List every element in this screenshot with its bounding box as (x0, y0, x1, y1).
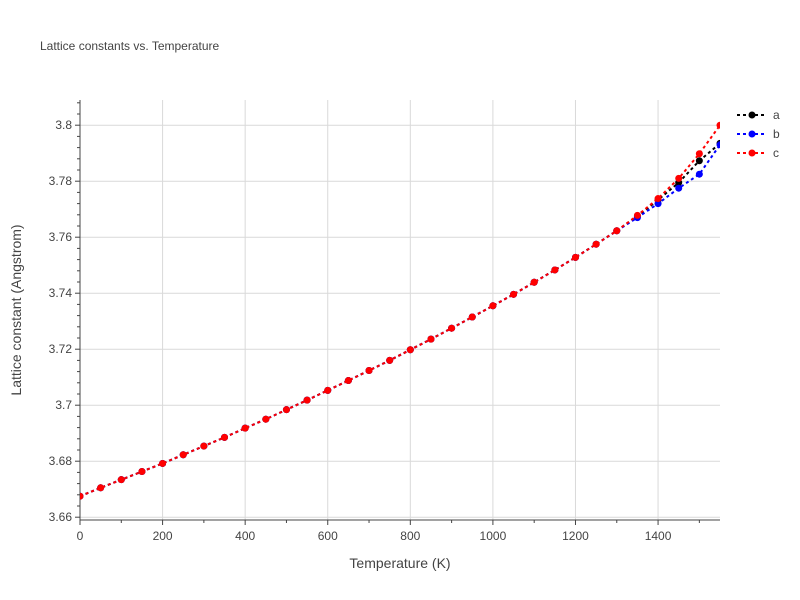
point-c-300 (200, 442, 208, 450)
x-tick-label-1: 200 (153, 529, 173, 543)
point-c-1400 (654, 195, 662, 203)
point-c-1350 (633, 211, 641, 219)
point-c-750 (386, 356, 394, 364)
x-tick-label-4: 800 (400, 529, 420, 543)
x-tick-label-5: 1000 (480, 529, 507, 543)
point-c-1500 (695, 150, 703, 158)
point-c-1200 (571, 253, 579, 261)
y-tick-label-5: 3.76 (49, 230, 73, 244)
point-c-250 (179, 451, 187, 459)
point-c-150 (138, 468, 146, 476)
legend-item-c[interactable]: c (737, 146, 779, 160)
point-b-1500 (695, 170, 703, 178)
x-tick-label-2: 400 (235, 529, 255, 543)
point-b-1400 (654, 200, 662, 208)
legend-label-b: b (773, 127, 780, 141)
point-c-500 (282, 406, 290, 414)
point-c-1150 (551, 266, 559, 274)
point-a-1500 (695, 157, 703, 165)
point-c-900 (448, 324, 456, 332)
point-c-400 (241, 424, 249, 432)
axes: 0 200 400 600 800 1000 1200 1400 3.66 3.68 3.7 3.72… (49, 100, 720, 543)
point-c-100 (117, 476, 125, 484)
legend-marker-b (748, 130, 756, 138)
point-c-1050 (510, 290, 518, 298)
legend-item-a[interactable]: a (737, 108, 780, 122)
point-c-50 (97, 484, 105, 492)
legend-label-a: a (773, 108, 780, 122)
y-tick-label-4: 3.74 (49, 286, 73, 300)
point-c-1450 (675, 174, 683, 182)
point-c-850 (427, 335, 435, 343)
point-c-550 (303, 396, 311, 404)
x-tick-label-0: 0 (77, 529, 84, 543)
point-c-350 (221, 433, 229, 441)
x-tick-label-6: 1200 (562, 529, 589, 543)
point-c-1100 (530, 278, 538, 286)
y-tick-label-6: 3.78 (49, 174, 73, 188)
legend[interactable]: abc (737, 108, 780, 160)
legend-item-b[interactable]: b (737, 127, 780, 141)
legend-label-c: c (773, 146, 779, 160)
legend-marker-c (748, 149, 756, 157)
x-axis-title: Temperature (K) (349, 555, 450, 571)
point-c-1250 (592, 240, 600, 248)
point-c-950 (468, 313, 476, 321)
point-c-800 (406, 346, 414, 354)
point-c-1000 (489, 302, 497, 310)
x-tick-label-7: 1400 (645, 529, 672, 543)
y-tick-label-0: 3.66 (49, 510, 73, 524)
series-line-c (80, 124, 720, 498)
y-tick-label-2: 3.7 (55, 398, 72, 412)
point-c-0 (80, 492, 84, 500)
x-tick-label-3: 600 (318, 529, 338, 543)
y-tick-label-3: 3.72 (49, 342, 73, 356)
y-tick-label-7: 3.8 (55, 118, 72, 132)
y-tick-label-1: 3.68 (49, 454, 73, 468)
point-c-600 (324, 386, 332, 394)
point-c-700 (365, 366, 373, 374)
point-c-1300 (613, 227, 621, 235)
point-c-200 (159, 459, 167, 467)
point-b-1550 (716, 141, 720, 149)
point-c-650 (344, 377, 352, 385)
legend-marker-a (748, 111, 756, 119)
point-b-1450 (675, 184, 683, 192)
grid (80, 100, 720, 520)
point-c-1550 (716, 121, 720, 129)
series (80, 121, 720, 500)
chart-title: Lattice constants vs. Temperature (40, 39, 220, 53)
y-axis-title: Lattice constant (Angstrom) (8, 224, 24, 395)
point-c-450 (262, 415, 270, 423)
